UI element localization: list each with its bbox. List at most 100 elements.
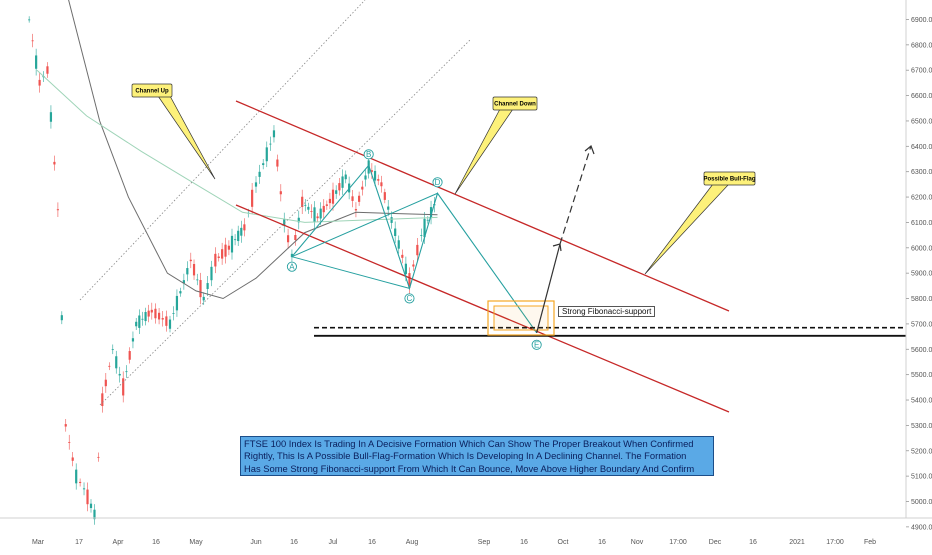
channel-down-lines	[235, 100, 730, 413]
candle-body	[186, 268, 189, 275]
candle-body	[331, 189, 335, 204]
candle-body	[128, 351, 131, 360]
candle-body	[86, 489, 89, 505]
candle-body	[233, 239, 237, 241]
y-tick-label: 5600.0	[911, 347, 932, 354]
candle-body	[35, 55, 38, 69]
x-tick-label: Apr	[113, 539, 125, 546]
candle-body	[294, 235, 297, 241]
candle-body	[210, 266, 213, 281]
candle-body	[387, 206, 390, 210]
wave-label-circle	[286, 261, 297, 272]
moving-averages-layer	[36, 0, 438, 300]
wave-lines	[291, 164, 538, 334]
y-tick-label: 5500.0	[911, 372, 932, 379]
channel-down-callout-pointer	[454, 108, 514, 195]
y-tick-label: 6400.0	[911, 144, 932, 151]
projection-arrows	[536, 144, 595, 333]
candle-body	[221, 249, 224, 259]
candle-body	[394, 228, 397, 237]
candle-body	[165, 316, 168, 326]
moving-average-slow	[36, 69, 438, 223]
projection-dashed-arrowhead	[584, 144, 595, 155]
candle-body	[286, 235, 290, 243]
candle-body	[111, 349, 114, 351]
candle-body	[316, 216, 319, 219]
channel-down-lower	[235, 204, 730, 413]
candle-body	[115, 356, 118, 369]
candle-body	[408, 273, 411, 288]
candle-body	[104, 379, 107, 387]
wave-label-c: C	[407, 294, 413, 303]
channel-up-callout-label: Channel Up	[135, 89, 169, 95]
candle-body	[224, 244, 227, 257]
y-tick-label: 6100.0	[911, 220, 932, 227]
bull-flag-callout-box	[703, 171, 756, 186]
candle-body	[351, 196, 354, 201]
candle-body	[265, 147, 268, 162]
x-tick-label: Jun	[250, 539, 261, 546]
candle-body	[283, 219, 286, 226]
x-tick-label: 16	[152, 539, 160, 546]
candles-layer	[28, 16, 436, 525]
x-tick-label: May	[189, 539, 203, 546]
candle-body	[206, 283, 209, 289]
candle-body	[262, 163, 265, 166]
candle-body	[227, 245, 231, 250]
candle-body	[254, 182, 258, 187]
candle-body	[144, 312, 147, 322]
candle-body	[75, 469, 78, 484]
channel-down-callout-label: Channel Down	[494, 102, 536, 108]
bull-flag-callout-label: Possible Bull-Flag	[703, 177, 755, 183]
channel-up-lines	[79, 0, 471, 406]
projection-solid-arrow	[536, 243, 561, 333]
candle-body	[154, 308, 157, 319]
candle-body	[108, 365, 111, 367]
y-tick-label: 5900.0	[911, 271, 932, 278]
candle-body	[196, 279, 199, 281]
candle-body	[168, 319, 172, 329]
y-axis: 6900.0 6800.0 6700.0 6600.0 6500.0 6400.0 6300…	[905, 0, 932, 531]
candle-body	[354, 209, 358, 211]
candle-body	[401, 254, 404, 258]
candle-body	[361, 186, 364, 190]
projection-dashed-arrow	[559, 145, 592, 245]
candle-body	[301, 196, 304, 207]
candle-body	[56, 209, 60, 211]
wave-path	[291, 164, 538, 334]
x-axis: Mar 17 Apr 16 May Jun 16 Jul 16 Aug Sep 16 Oct 16 Nov 1…	[0, 517, 932, 546]
candle-body	[313, 207, 316, 223]
candle-body	[279, 191, 282, 195]
candle-body	[404, 263, 407, 275]
y-tick-label: 5700.0	[911, 321, 932, 328]
candle-body	[237, 230, 240, 242]
channel-up-lower	[99, 39, 471, 406]
candle-body	[141, 318, 144, 320]
x-tick-label: Feb	[864, 539, 876, 546]
wave-ac-line	[291, 256, 410, 289]
y-tick-label: 5100.0	[911, 474, 932, 481]
wave-ad-line	[291, 192, 438, 258]
candle-body	[397, 240, 400, 249]
x-tick-label: 2021	[789, 539, 805, 546]
candle-body	[68, 441, 71, 443]
candle-body	[358, 195, 361, 202]
y-tick-label: 6600.0	[911, 93, 932, 100]
candle-body	[53, 161, 56, 165]
candle-body	[304, 204, 307, 206]
candle-body	[135, 321, 138, 327]
candle-body	[423, 218, 426, 238]
candle-body	[243, 224, 246, 231]
candle-body	[71, 457, 74, 461]
callouts-layer: Channel Up Channel Down Possible Bull-Flag	[131, 83, 756, 275]
bull-flag-callout-pointer	[644, 183, 730, 275]
x-tick-label: Nov	[631, 539, 644, 546]
candle-body	[60, 315, 63, 321]
candle-body	[217, 256, 220, 259]
candle-body	[46, 66, 49, 74]
wave-label-circle	[404, 293, 415, 304]
fib-support-label: Strong Fibonacci-support	[558, 306, 656, 317]
y-tick-label: 6300.0	[911, 169, 932, 176]
fib-box-inner	[493, 305, 549, 331]
